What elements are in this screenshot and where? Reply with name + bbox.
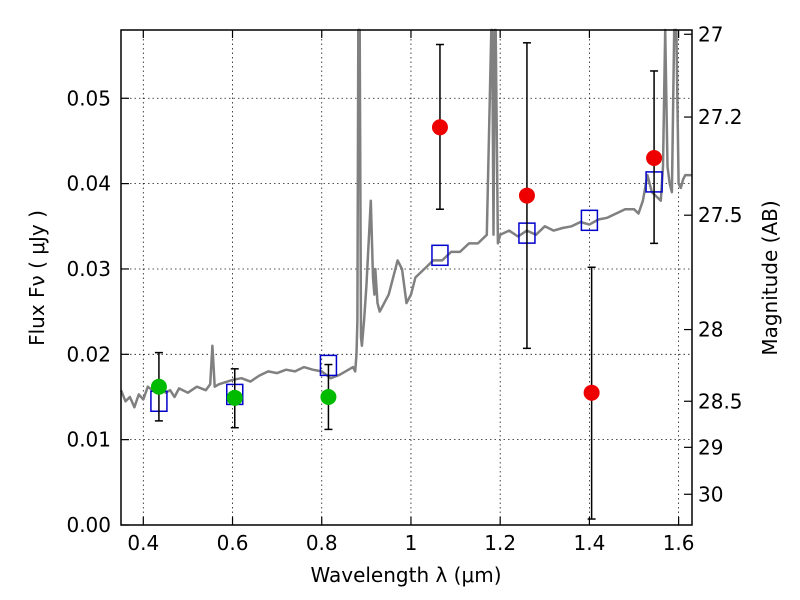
model-box-5	[580, 209, 599, 232]
x-tick-label-4: 1.2	[484, 531, 516, 555]
right-tick-label-1: 27.2	[698, 105, 743, 129]
observed-red-point-1	[518, 187, 535, 204]
x-axis-label: Wavelength λ (μm)	[310, 563, 501, 587]
errorbar-series	[154, 42, 659, 520]
spectrum-line	[119, 28, 692, 409]
right-tick-label-0: 27	[698, 22, 723, 46]
right-tick-label-3: 28	[698, 318, 723, 342]
y-axis-ticks: 0.00 0.01 0.02 0.03 0.04 0.05	[66, 86, 129, 537]
observed-green-point-0	[150, 378, 167, 395]
x-tick-label-3: 1	[405, 531, 418, 555]
right-tick-label-6: 30	[698, 482, 723, 506]
x-axis-ticks: 0.4 0.6 0.8 1 1.2 1.4 1.6	[127, 30, 695, 555]
right-tick-label-4: 28.5	[698, 389, 743, 413]
y-tick-label-1: 0.01	[66, 428, 111, 452]
model-box-series	[150, 171, 663, 412]
x-tick-label-2: 0.8	[306, 531, 338, 555]
observed-green-point-1	[226, 389, 243, 406]
y-tick-label-5: 0.05	[66, 86, 111, 110]
observed-red-point-0	[431, 119, 448, 136]
x-tick-label-6: 1.6	[663, 531, 695, 555]
grid	[121, 30, 692, 526]
observed-green-point-2	[320, 388, 337, 405]
model-box-3	[431, 244, 449, 267]
y-axis-label: Flux Fν ( μJy )	[25, 210, 49, 346]
right-axis-ticks: 27 27.2 27.5 28 28.5 29 30	[684, 22, 743, 506]
right-axis-label: Magnitude (AB)	[758, 200, 782, 355]
observed-point-series	[150, 119, 663, 406]
y-tick-label-0: 0.00	[66, 513, 111, 537]
y-tick-label-2: 0.02	[66, 342, 111, 366]
observed-red-point-2	[583, 384, 600, 401]
spectrum-series	[119, 28, 692, 409]
y-tick-label-3: 0.03	[66, 257, 111, 281]
y-tick-label-4: 0.04	[66, 172, 111, 196]
plot-frame	[120, 29, 693, 526]
observed-red-point-3	[646, 150, 663, 167]
right-tick-label-2: 27.5	[698, 203, 743, 227]
right-tick-label-5: 29	[698, 435, 723, 459]
x-tick-label-0: 0.4	[127, 531, 159, 555]
x-tick-label-5: 1.4	[573, 531, 605, 555]
x-tick-label-1: 0.6	[217, 531, 249, 555]
